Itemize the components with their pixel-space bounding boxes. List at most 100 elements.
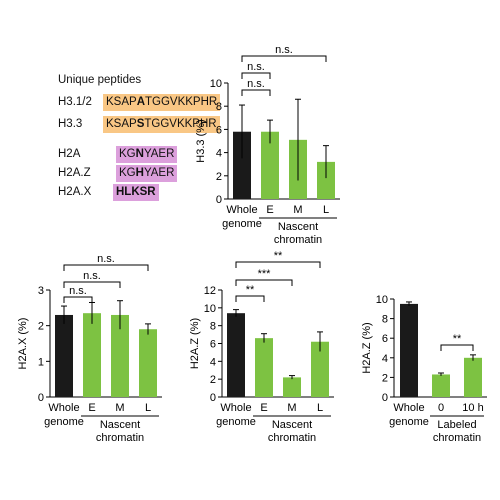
significance-bracket	[63, 264, 149, 271]
x-tick-label: L	[317, 402, 323, 414]
significance-bracket	[440, 344, 474, 351]
x-tick-label: M	[293, 204, 302, 216]
peptide-label: H3.1/2	[58, 96, 92, 108]
x-tick-label: M	[287, 402, 296, 414]
group-label-left: genome	[222, 218, 262, 230]
y-tick-label: 8	[216, 101, 222, 113]
significance-label: **	[246, 284, 255, 296]
y-tick-label: 10	[204, 303, 216, 315]
x-tick-label: 10 h	[462, 402, 483, 414]
bar	[55, 314, 73, 397]
group-label-right: chromatin	[96, 432, 144, 444]
significance-label: n.s.	[97, 253, 115, 265]
y-tick-label: 0	[382, 392, 388, 404]
bar	[311, 341, 329, 397]
x-tick-label: E	[266, 204, 273, 216]
group-label-right: Nascent	[100, 419, 140, 431]
x-tick-label: Whole	[220, 402, 251, 414]
x-tick-label: Whole	[48, 402, 79, 414]
bar	[261, 131, 279, 199]
group-label-right: chromatin	[268, 432, 316, 444]
significance-bracket	[235, 279, 293, 286]
y-tick-label: 4	[382, 353, 388, 365]
group-label-left: genome	[216, 416, 256, 428]
peptide-label: H2A.Z	[58, 167, 91, 179]
y-tick-label: 4	[210, 356, 216, 368]
y-tick-label: 2	[210, 374, 216, 386]
y-tick-label: 0	[216, 194, 222, 206]
y-tick-label: 8	[382, 314, 388, 326]
group-label-right: chromatin	[433, 432, 481, 444]
bar	[111, 314, 129, 397]
group-label-right: Labeled	[437, 419, 476, 431]
significance-bracket	[241, 55, 327, 62]
significance-label: n.s.	[275, 44, 293, 56]
y-tick-label: 2	[216, 171, 222, 183]
bar	[464, 357, 482, 397]
x-tick-label: Whole	[393, 402, 424, 414]
group-label-left: genome	[44, 416, 84, 428]
y-tick-label: 0	[210, 392, 216, 404]
significance-bracket	[63, 281, 121, 288]
y-tick-label: 10	[376, 294, 388, 306]
peptide-sequence: KSAPATGGVKKPHR	[103, 94, 221, 111]
x-tick-label: E	[88, 402, 95, 414]
y-tick-label: 3	[38, 285, 44, 297]
x-tick-label: L	[145, 402, 151, 414]
y-tick-label: 10	[210, 78, 222, 90]
significance-label: n.s.	[69, 285, 87, 297]
y-tick-label: 12	[204, 285, 216, 297]
y-tick-label: 2	[38, 321, 44, 333]
significance-label: n.s.	[83, 270, 101, 282]
y-tick-label: 6	[382, 333, 388, 345]
peptide-sequence: KGHYAER	[116, 165, 178, 182]
significance-label: n.s.	[247, 78, 265, 90]
group-label-right: chromatin	[274, 234, 322, 246]
significance-bracket	[63, 296, 93, 303]
bar	[432, 374, 450, 397]
group-label-right: Nascent	[278, 221, 318, 233]
peptide-label: H3.3	[58, 118, 83, 130]
y-axis-label: H2A.Z (%)	[361, 322, 373, 373]
significance-bracket	[241, 72, 271, 79]
significance-bracket	[235, 295, 265, 302]
peptide-label: H2A.X	[58, 186, 92, 198]
peptide-sequence: KSAPSTGGVKKPHR	[103, 116, 220, 133]
y-tick-label: 6	[210, 339, 216, 351]
x-tick-label: E	[260, 402, 267, 414]
peptide-sequence: KGNYAER	[116, 146, 178, 163]
y-axis-label: H2A.X (%)	[17, 318, 29, 370]
significance-bracket	[241, 89, 271, 96]
y-tick-label: 8	[210, 321, 216, 333]
bar	[227, 313, 245, 397]
group-label-right: Nascent	[272, 419, 312, 431]
significance-label: n.s.	[247, 61, 265, 73]
peptide-label: H2A	[58, 148, 81, 160]
significance-label: **	[453, 333, 462, 345]
significance-label: **	[274, 250, 283, 262]
bar	[283, 377, 301, 397]
bar	[255, 338, 273, 397]
group-label-left: genome	[389, 416, 429, 428]
bar	[400, 303, 418, 397]
peptides-title: Unique peptides	[58, 74, 142, 86]
bar	[83, 313, 101, 397]
significance-label: ***	[258, 268, 272, 280]
bar	[317, 161, 335, 199]
y-tick-label: 1	[38, 356, 44, 368]
x-tick-label: L	[323, 204, 329, 216]
significance-bracket	[235, 261, 321, 268]
y-axis-label: H3.3 (%)	[195, 119, 207, 162]
x-tick-label: 0	[438, 402, 444, 414]
x-tick-label: M	[115, 402, 124, 414]
y-tick-label: 0	[38, 392, 44, 404]
y-tick-label: 6	[216, 124, 222, 136]
y-axis-label: H2A.Z (%)	[189, 318, 201, 369]
y-tick-label: 4	[216, 148, 222, 160]
x-tick-label: Whole	[226, 204, 257, 216]
bar	[139, 329, 157, 397]
bar	[233, 131, 251, 199]
y-tick-label: 2	[382, 372, 388, 384]
